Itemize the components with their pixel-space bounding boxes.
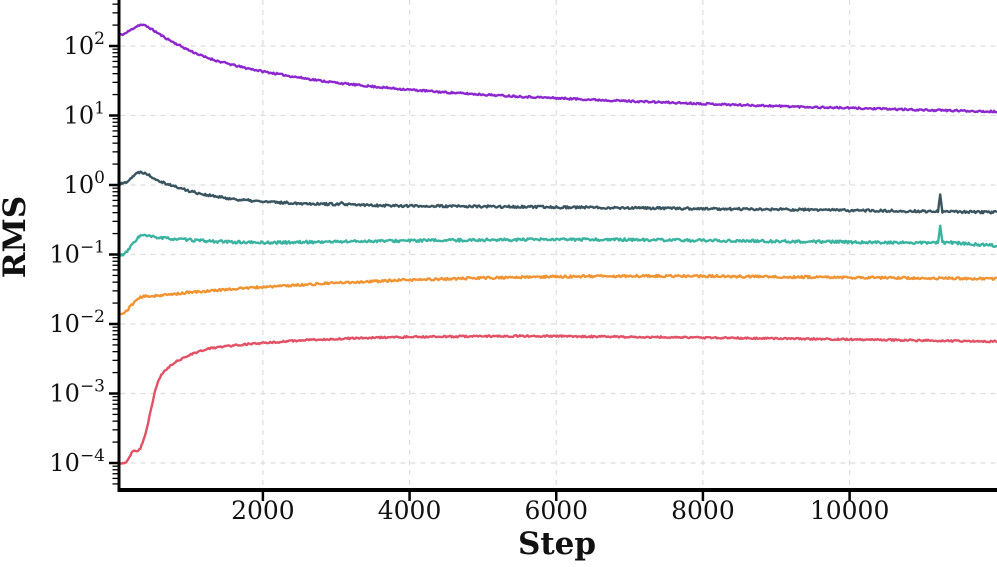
y-tick-label: 10−1	[49, 238, 105, 269]
y-tick-label: 102	[64, 29, 105, 60]
series-line-purple	[120, 23, 997, 114]
axes-and-ticks	[109, 0, 997, 501]
series-line-orange	[120, 273, 997, 316]
y-tick-label: 10−2	[49, 307, 105, 338]
y-tick-label: 101	[64, 99, 105, 130]
x-tick-label: 8000	[671, 496, 735, 525]
x-tick-label: 2000	[231, 496, 295, 525]
x-tick-label: 10000	[810, 496, 890, 525]
y-tick-label: 10−3	[49, 377, 105, 408]
x-tick-label: 6000	[524, 496, 588, 525]
x-tick-label: 4000	[378, 496, 442, 525]
y-tick-label: 100	[64, 168, 105, 199]
x-axis-title: Step	[518, 526, 596, 562]
grid-lines	[120, 0, 997, 488]
data-series	[120, 23, 997, 465]
tick-labels: 102 101 100 10−1 10−2 10−3 10−4 2000 4000 6000 800…	[49, 29, 889, 525]
y-axis-title: RMS	[0, 196, 33, 278]
series-line-red	[120, 334, 997, 465]
series-line-slate	[120, 170, 997, 215]
y-tick-label: 10−4	[49, 446, 105, 477]
series-line-teal	[120, 224, 997, 258]
